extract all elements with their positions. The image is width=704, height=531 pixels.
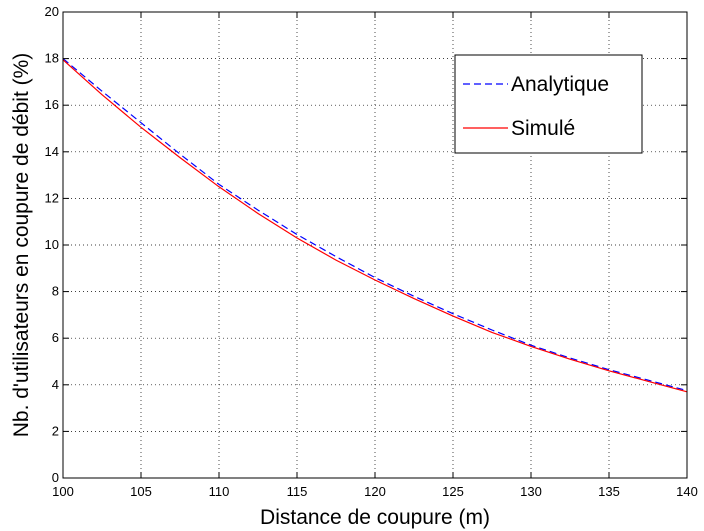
x-tick-label: 100 bbox=[52, 484, 74, 499]
x-tick-label: 130 bbox=[520, 484, 542, 499]
tick-labels: 100 105 110 115 120 125 130 135 140 0 2 4 6 8 10 12 14 16… bbox=[45, 4, 698, 499]
series-layer bbox=[62, 58, 688, 393]
y-tick-label: 10 bbox=[45, 237, 59, 252]
y-tick-label: 6 bbox=[52, 330, 59, 345]
x-tick-label: 115 bbox=[287, 484, 308, 499]
series-line-simule bbox=[62, 59, 688, 393]
legend-box bbox=[454, 54, 643, 154]
x-tick-label: 120 bbox=[364, 484, 386, 499]
legend-label-simule: Simulé bbox=[511, 117, 575, 140]
y-tick-label: 12 bbox=[45, 190, 59, 205]
y-tick-label: 2 bbox=[52, 423, 59, 438]
y-tick-label: 20 bbox=[45, 4, 59, 19]
y-axis-title: Nb. d'utilisateurs en coupure de débit (… bbox=[10, 53, 33, 438]
y-tick-label: 8 bbox=[52, 284, 59, 299]
x-tick-label: 105 bbox=[130, 484, 152, 499]
y-tick-label: 4 bbox=[52, 377, 59, 392]
x-tick-label: 140 bbox=[676, 484, 698, 499]
y-tick-label: 18 bbox=[45, 51, 59, 66]
x-tick-label: 135 bbox=[598, 484, 620, 499]
series-line-analytique bbox=[62, 58, 688, 392]
y-tick-label: 16 bbox=[45, 97, 59, 112]
y-tick-label: 0 bbox=[52, 470, 59, 485]
y-tick-label: 14 bbox=[45, 144, 59, 159]
axis-ticks bbox=[62, 11, 688, 479]
x-tick-label: 110 bbox=[209, 484, 230, 499]
x-axis-title: Distance de coupure (m) bbox=[260, 506, 490, 529]
x-tick-label: 125 bbox=[442, 484, 464, 499]
legend-label-analytique: Analytique bbox=[511, 73, 609, 96]
legend: Analytique Simulé bbox=[454, 54, 643, 154]
